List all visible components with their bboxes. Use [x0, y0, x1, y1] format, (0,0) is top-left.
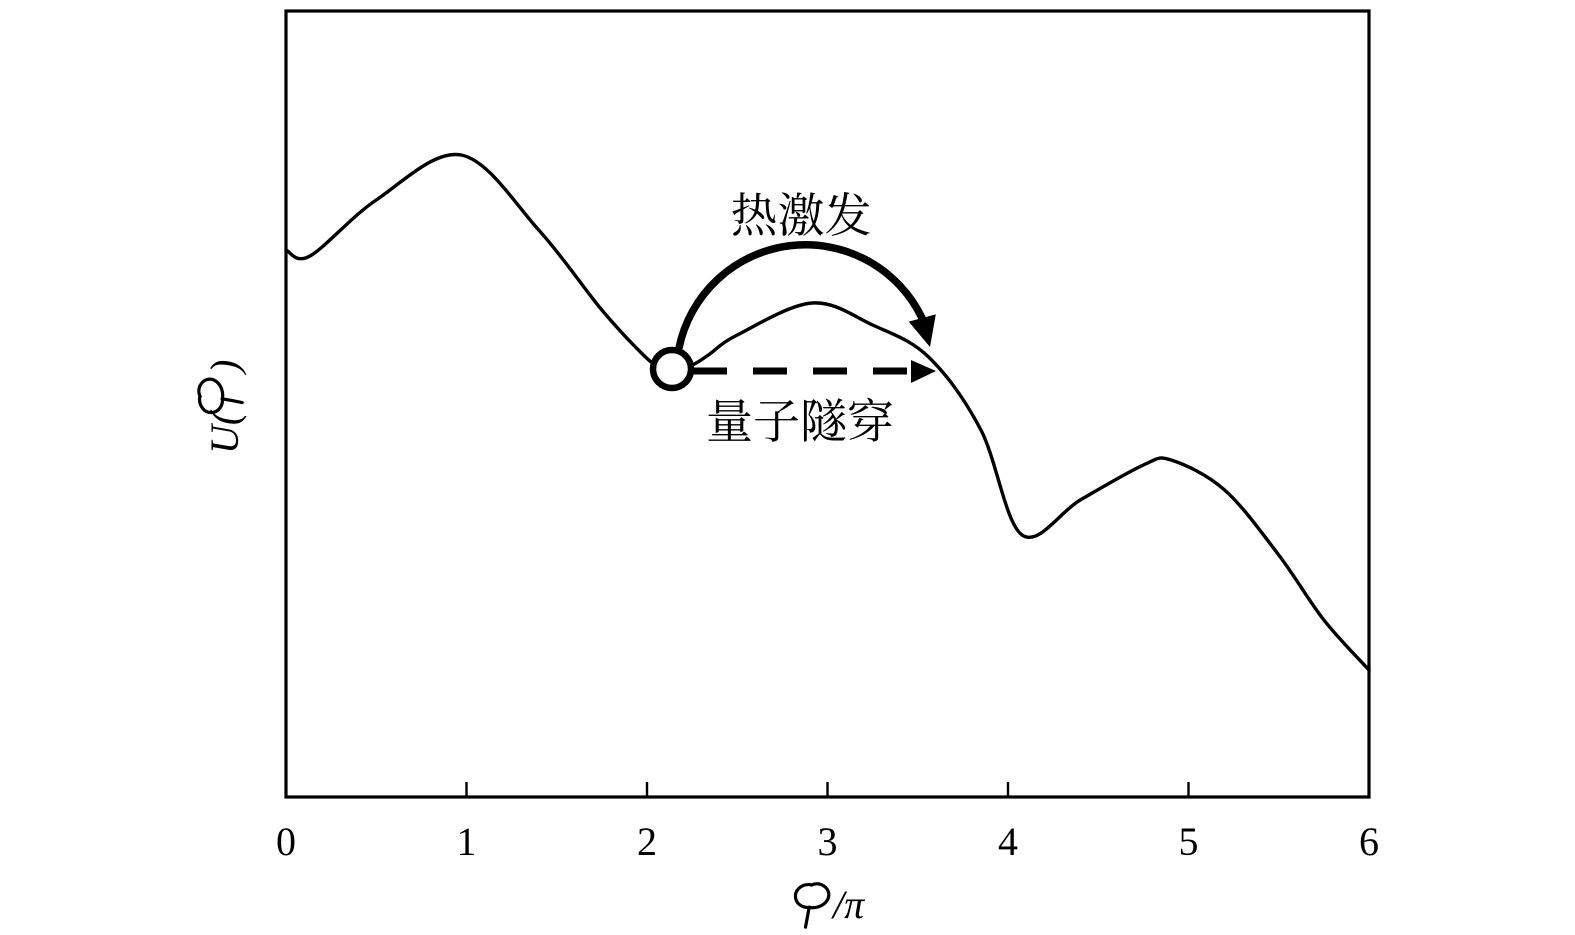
svg-text:6: 6: [1359, 819, 1379, 864]
svg-text:3: 3: [818, 819, 838, 864]
svg-text:U(: U(: [202, 409, 247, 454]
svg-text:量子隧穿: 量子隧穿: [706, 385, 894, 452]
svg-text:/π: /π: [831, 882, 865, 927]
svg-text:1: 1: [457, 819, 477, 864]
svg-text:): ): [202, 360, 247, 375]
svg-text:0: 0: [276, 819, 296, 864]
svg-text:5: 5: [1179, 819, 1199, 864]
svg-text:4: 4: [998, 819, 1018, 864]
svg-text:2: 2: [637, 819, 657, 864]
svg-text:热激发: 热激发: [731, 179, 872, 246]
